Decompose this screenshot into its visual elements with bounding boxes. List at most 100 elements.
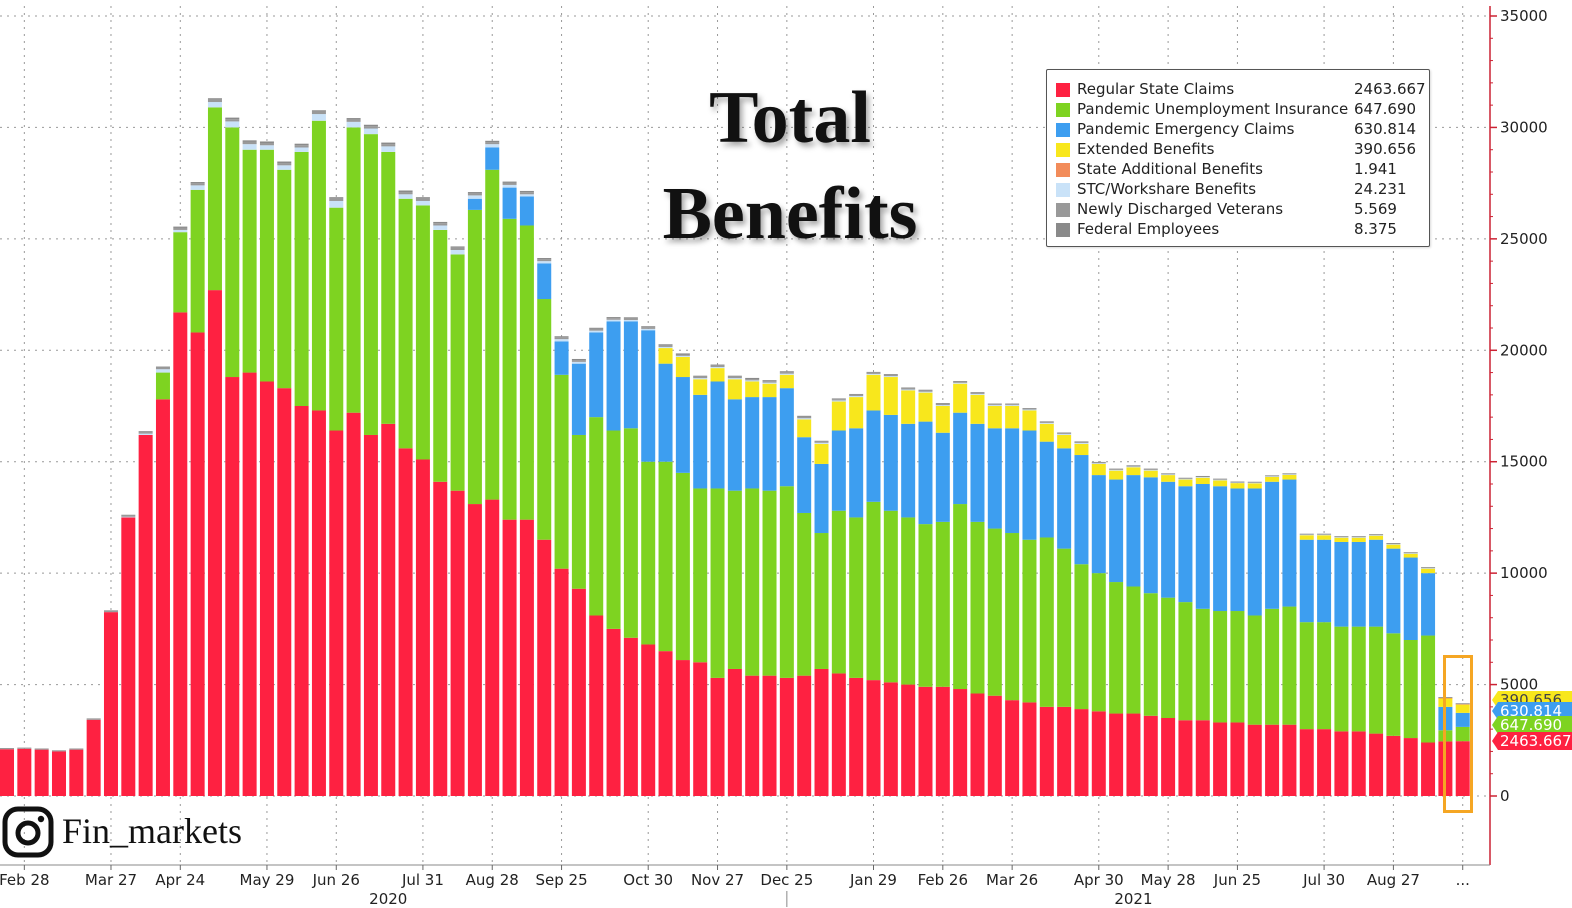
bar-segment (710, 365, 725, 367)
bar-segment (1282, 606, 1297, 725)
bar-segment (710, 381, 725, 489)
bar-segment (987, 528, 1002, 696)
bar-segment (433, 221, 448, 224)
bar-segment (1074, 443, 1089, 456)
bar-segment (554, 337, 569, 340)
bar-segment (901, 684, 916, 796)
bar-segment (935, 403, 950, 406)
legend-series-value: 5.569 (1354, 200, 1397, 218)
bar-segment (935, 406, 950, 433)
bar-segment (1005, 428, 1020, 534)
bar-segment (207, 98, 222, 100)
bar-segment (502, 181, 517, 183)
bar-segment (849, 428, 864, 518)
bar-segment (1213, 480, 1228, 487)
bar-segment (34, 748, 49, 750)
bar-segment (554, 568, 569, 796)
bar-segment (1334, 536, 1349, 537)
bar-segment (1178, 478, 1193, 479)
bar-segment (1455, 726, 1470, 742)
bar-segment (1386, 543, 1401, 545)
bar-segment (779, 374, 794, 389)
bar-segment (1178, 479, 1193, 487)
bar-segment (1143, 469, 1158, 471)
bar-segment (953, 382, 968, 384)
bar-segment (1143, 593, 1158, 716)
bar-segment (762, 380, 777, 382)
bar-segment (675, 472, 690, 661)
bar-segment (779, 388, 794, 487)
bar-segment (1126, 713, 1141, 796)
bar-segment (1126, 465, 1141, 467)
bar-segment (727, 378, 742, 380)
legend-swatch (1056, 83, 1070, 97)
legend-swatch (1056, 203, 1070, 217)
bar-segment (831, 673, 846, 796)
bar-segment (797, 418, 812, 420)
y-tick-label: 35000 (1500, 7, 1548, 25)
bar-segment (1213, 722, 1228, 796)
last-value-label: 647.690 (1500, 716, 1562, 734)
bar-segment (17, 748, 32, 749)
bar-segment (814, 668, 829, 796)
bar-segment (727, 376, 742, 379)
bar-segment (606, 628, 621, 796)
bar-segment (311, 410, 326, 796)
bar-segment (346, 118, 361, 120)
bar-segment (1039, 706, 1054, 796)
bar-segment (727, 375, 742, 377)
bar-segment (866, 371, 881, 373)
bar-segment (398, 190, 413, 193)
bar-segment (467, 195, 482, 199)
bar-segment (207, 290, 222, 796)
legend-swatch (1056, 123, 1070, 137)
chart-legend: Regular State Claims 2463.667 Pandemic Une… (1046, 69, 1430, 247)
bar-segment (1334, 537, 1349, 542)
bar-segment (1005, 403, 1020, 405)
bar-segment (1230, 722, 1245, 796)
bar-segment (814, 442, 829, 444)
bar-segment (1057, 432, 1072, 434)
bar-segment (1299, 535, 1314, 540)
bar-segment (1317, 533, 1332, 535)
bar-segment (138, 431, 153, 433)
bar-segment (849, 517, 864, 678)
bar-segment (329, 430, 344, 796)
bar-segment (485, 169, 500, 500)
bar-segment (849, 677, 864, 796)
bar-segment (1369, 534, 1384, 536)
bar-segment (970, 423, 985, 522)
bar-segment (901, 387, 916, 389)
last-value-label: 630.814 (1500, 702, 1562, 720)
bar-segment (1247, 483, 1262, 489)
bar-segment (883, 414, 898, 511)
x-tick-label: Nov 27 (691, 871, 744, 889)
bar-segment (1455, 741, 1470, 796)
x-tick-label: Aug 28 (466, 871, 519, 889)
bar-segment (623, 637, 638, 796)
bar-segment (34, 749, 49, 796)
bar-segment (381, 151, 396, 424)
bar-segment (173, 227, 188, 230)
bar-segment (710, 488, 725, 678)
legend-entry: Newly Discharged Veterans 5.569 (1056, 200, 1422, 220)
bar-segment (1178, 486, 1193, 603)
bar-segment (675, 355, 690, 357)
bar-segment (467, 198, 482, 210)
bar-segment (138, 433, 153, 435)
bar-segment (970, 394, 985, 424)
bar-segment (1247, 615, 1262, 725)
bar-segment (467, 209, 482, 505)
bar-segment (1195, 608, 1210, 721)
bar-segment (1369, 534, 1384, 535)
bar-segment (866, 374, 881, 411)
bar-segment (415, 198, 430, 201)
last-value-tag (1492, 716, 1572, 734)
bar-segment (866, 680, 881, 796)
bar-segment (745, 379, 760, 381)
bar-segment (1195, 720, 1210, 796)
bar-segment (935, 432, 950, 522)
bar-segment (225, 127, 240, 378)
bar-segment (1421, 635, 1436, 743)
bar-segment (1005, 404, 1020, 406)
